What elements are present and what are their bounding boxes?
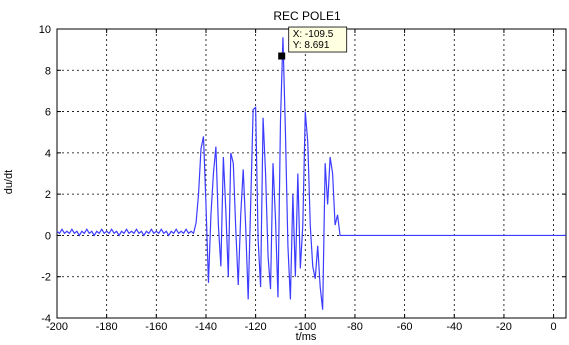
- y-axis-label: du/dt: [3, 170, 15, 194]
- x-tick-label: -80: [347, 321, 363, 333]
- x-tick-label: -200: [46, 321, 68, 333]
- y-tick-label: 10: [39, 24, 51, 36]
- x-tick-label: -120: [245, 321, 267, 333]
- x-tick-label: -20: [496, 321, 512, 333]
- y-tick-label: -4: [41, 313, 51, 325]
- y-tick-label: 2: [45, 189, 51, 201]
- y-tick-label: 4: [45, 148, 51, 160]
- x-tick-label: -100: [294, 321, 316, 333]
- y-tick-label: 6: [45, 107, 51, 119]
- y-axis: -4 -2 0 2 4 6 8 10: [39, 24, 566, 325]
- series-line: [56, 37, 566, 310]
- datatip-y: Y: 8.691: [293, 40, 330, 51]
- x-tick-label: 0: [551, 321, 557, 333]
- y-tick-label: 0: [45, 230, 51, 242]
- datatip-marker: [278, 52, 286, 60]
- x-axis-label: t/ms: [296, 331, 317, 343]
- grid: [56, 28, 566, 319]
- datatip-box: [288, 26, 348, 53]
- x-tick-label: -180: [96, 321, 118, 333]
- x-tick-label: -40: [446, 321, 462, 333]
- y-tick-label: 8: [45, 65, 51, 77]
- datatip: X: -109.5 Y: 8.691: [288, 26, 348, 53]
- x-tick-label: -60: [397, 321, 413, 333]
- chart-title: REC POLE1: [273, 9, 341, 23]
- y-tick-label: -2: [41, 272, 51, 284]
- plot-area[interactable]: [56, 28, 567, 319]
- x-axis: -200 -180 -160 -140 -120 -100 -80 -60 -40 -20 0: [46, 29, 557, 333]
- x-tick-label: -160: [145, 321, 167, 333]
- x-tick-label: -140: [195, 321, 217, 333]
- datatip-x: X: -109.5: [293, 29, 334, 40]
